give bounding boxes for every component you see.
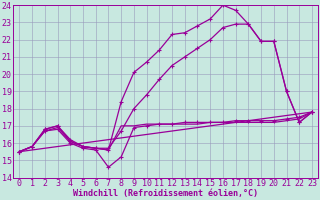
X-axis label: Windchill (Refroidissement éolien,°C): Windchill (Refroidissement éolien,°C) bbox=[73, 189, 258, 198]
